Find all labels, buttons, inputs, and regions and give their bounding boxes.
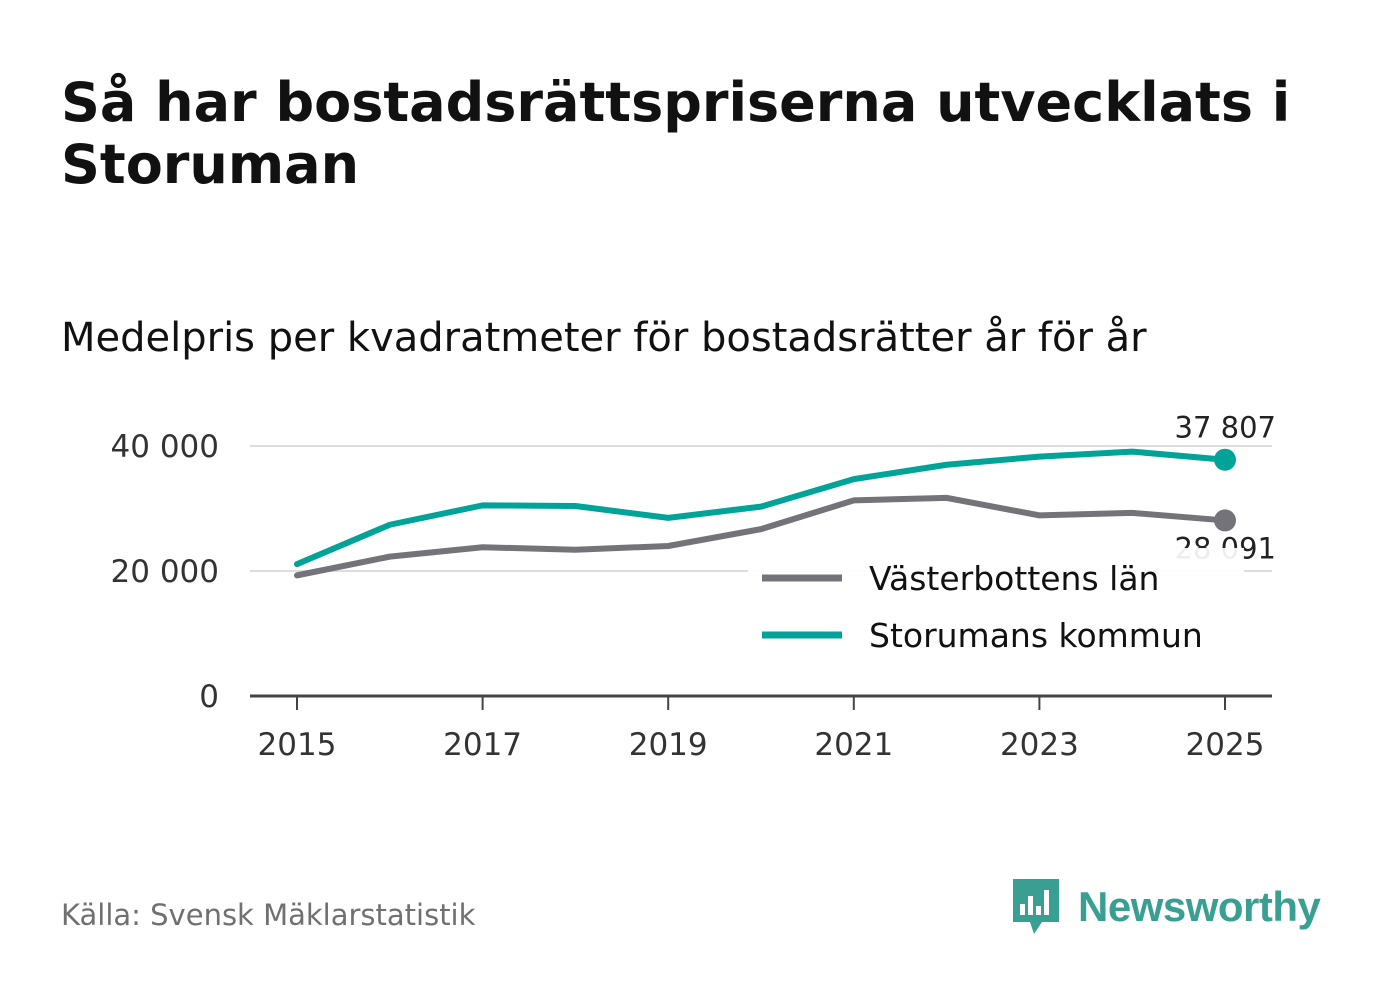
brand-name: Newsworthy (1078, 883, 1321, 930)
data-label: 37 807 (1175, 411, 1276, 445)
series-end-marker (1214, 509, 1236, 532)
x-tick-label: 2025 (1186, 727, 1265, 763)
x-tick-label: 2017 (443, 727, 522, 763)
x-tick-label: 2015 (258, 727, 337, 763)
y-tick-label: 20 000 (111, 554, 219, 590)
legend-label: Storumans kommun (869, 616, 1203, 655)
y-tick-label: 0 (199, 679, 219, 715)
source-note: Källa: Svensk Mäklarstatistik (61, 898, 476, 932)
legend-background (748, 548, 1244, 676)
x-tick-label: 2021 (814, 727, 893, 763)
x-tick-label: 2023 (1000, 727, 1079, 763)
series-end-marker (1214, 448, 1236, 471)
chart-subtitle: Medelpris per kvadratmeter för bostadsrä… (61, 315, 1147, 361)
y-tick-label: 40 000 (111, 429, 219, 465)
newsworthy-logo-icon (1013, 879, 1059, 934)
series-line (294, 494, 1228, 579)
legend-label: Västerbottens län (869, 559, 1159, 598)
x-tick-label: 2019 (629, 727, 708, 763)
newsworthy-logo: Newsworthy (1010, 876, 1321, 938)
series-line (294, 448, 1228, 568)
chart-title: Så har bostadsrättspriserna utvecklats i… (61, 71, 1291, 196)
